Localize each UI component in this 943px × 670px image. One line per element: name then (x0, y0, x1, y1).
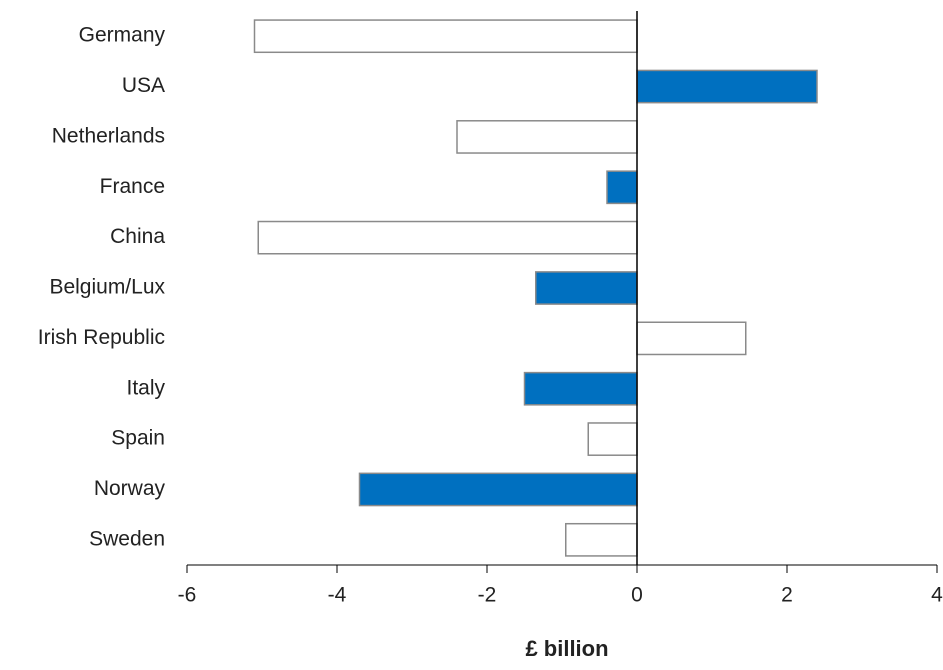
y-tick-label: Spain (111, 427, 165, 450)
x-axis-label: £ billion (525, 636, 608, 661)
bar (535, 271, 638, 305)
y-tick-label: China (110, 225, 165, 248)
y-tick-label: USA (122, 74, 165, 97)
bar (587, 422, 638, 456)
bar (636, 321, 747, 356)
x-tick-label: -2 (478, 584, 497, 607)
bar (606, 170, 638, 205)
bar (253, 19, 638, 54)
bar (565, 522, 638, 557)
y-tick-label: Italy (126, 376, 165, 399)
x-tick-label: -6 (178, 584, 197, 607)
x-tick-label: -4 (328, 584, 347, 607)
y-tick-label: Sweden (89, 527, 165, 550)
bar (523, 371, 638, 406)
x-tick-label: 0 (631, 584, 643, 607)
x-tick-label: 2 (781, 584, 793, 607)
y-tick-label: Germany (79, 24, 166, 47)
bar (257, 220, 638, 255)
bar (636, 69, 818, 104)
y-tick-label: Netherlands (52, 124, 165, 147)
y-tick-label: Belgium/Lux (49, 276, 165, 299)
x-tick-label: 4 (931, 584, 943, 607)
bar (456, 120, 638, 154)
bar (358, 472, 638, 507)
y-tick-label: Irish Republic (38, 326, 165, 349)
y-tick-label: France (100, 175, 165, 198)
y-tick-label: Norway (94, 477, 166, 500)
